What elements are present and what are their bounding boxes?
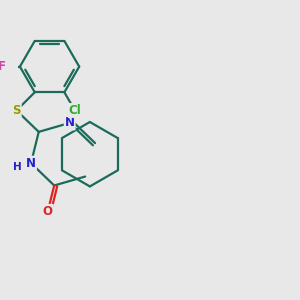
Text: S: S xyxy=(12,104,21,117)
Text: N: N xyxy=(65,116,75,129)
Text: Cl: Cl xyxy=(68,104,81,117)
Text: F: F xyxy=(0,60,6,73)
Text: H: H xyxy=(13,162,21,172)
Text: N: N xyxy=(26,157,36,169)
Text: O: O xyxy=(43,205,53,218)
